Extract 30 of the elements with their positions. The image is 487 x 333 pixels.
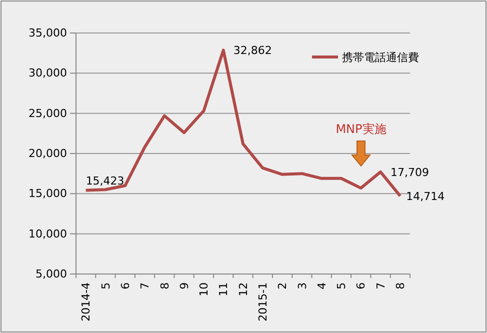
y-tick-label: 30,000 [28,66,67,80]
x-tick-label: 6 [118,282,132,290]
x-tick-label: 2015-1 [256,282,270,322]
y-tick-label: 5,000 [36,268,67,281]
y-tick-label: 35,000 [28,26,67,40]
x-tick-label: 5 [335,282,348,290]
x-tick-label: 7 [374,282,388,290]
data-label: 17,709 [390,166,430,179]
y-tick-label: 15,000 [28,187,67,200]
x-tick-label: 5 [99,282,112,290]
x-tick-label: 10 [198,282,211,296]
y-tick-label: 20,000 [28,147,67,160]
x-tick-label: 4 [315,282,328,290]
legend-label: 携帯電話通信費 [342,50,419,64]
x-tick-label: 8 [394,282,408,290]
x-tick-label: 12 [236,282,250,296]
x-tick-label: 9 [178,282,191,290]
y-tick-label: 25,000 [28,106,67,120]
data-label: 32,862 [233,44,272,58]
data-label: 14,714 [406,190,445,203]
x-tick-label: 7 [138,282,152,290]
x-tick-label: 3 [296,282,309,290]
annotation: MNP実施 [336,122,386,136]
x-tick-label: 8 [158,282,172,290]
x-tick-label: 2014-4 [80,282,93,322]
data-label: 15,423 [86,174,124,188]
x-tick-label: 11 [217,282,230,296]
x-tick-label: 2 [276,282,290,290]
x-tick-label: 6 [354,282,368,290]
y-tick-label: 10,000 [28,227,67,240]
